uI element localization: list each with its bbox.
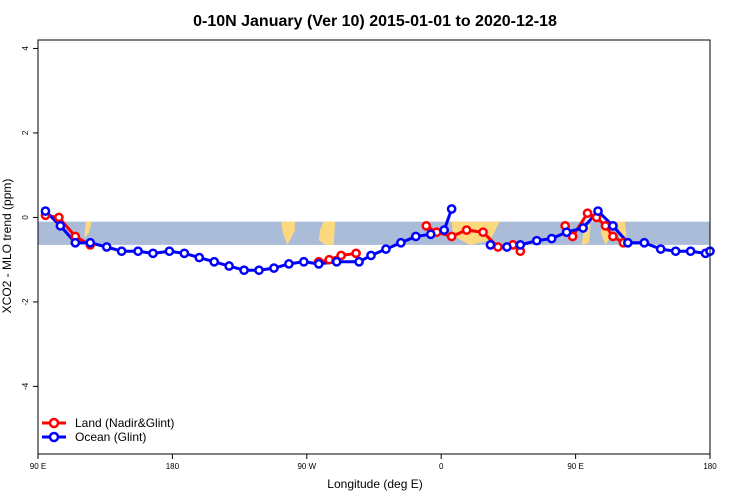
ocean-data-point bbox=[425, 229, 436, 240]
legend-ocean-marker bbox=[48, 431, 60, 443]
y-tick-label: -4 bbox=[21, 382, 30, 390]
ocean-data-point bbox=[133, 246, 143, 257]
y-axis: -4 -2 0 2 4 bbox=[21, 46, 38, 390]
x-tick-label: 90 E bbox=[567, 462, 583, 471]
land-data-point bbox=[600, 221, 611, 231]
ocean-data-point bbox=[331, 256, 342, 267]
ocean-data-point bbox=[164, 246, 175, 257]
ocean-data-point bbox=[224, 261, 234, 271]
land-data-point bbox=[54, 212, 64, 223]
ocean-data-point bbox=[396, 237, 406, 248]
ocean-data-point bbox=[608, 221, 618, 231]
ocean-data-point bbox=[179, 248, 190, 259]
legend: Land (Nadir&Glint)Ocean (Glint) bbox=[42, 416, 174, 444]
ocean-data-point bbox=[254, 265, 264, 276]
ocean-data-point bbox=[623, 237, 633, 248]
ocean-data-point bbox=[410, 231, 421, 242]
ocean-data-point bbox=[148, 248, 158, 259]
land-data-point bbox=[478, 227, 488, 238]
ocean-data-point bbox=[502, 242, 512, 252]
ocean-data-point bbox=[485, 240, 496, 250]
ocean-data-point bbox=[670, 246, 681, 257]
ocean-data-point bbox=[381, 244, 391, 254]
x-axis: 90 E 180 90 W 0 90 E 180 bbox=[30, 454, 717, 471]
x-axis-title: Longitude (deg E) bbox=[327, 477, 422, 491]
land-mass bbox=[581, 223, 591, 245]
ocean-data-point bbox=[116, 246, 127, 257]
y-tick-label: -2 bbox=[21, 298, 30, 306]
ocean-data-point bbox=[561, 227, 572, 238]
legend-land-marker bbox=[48, 417, 60, 429]
ocean-data-point bbox=[578, 223, 588, 233]
ocean-data-point bbox=[194, 252, 205, 263]
ocean-data-point bbox=[515, 240, 526, 250]
land-data-point bbox=[493, 242, 503, 252]
ocean-data-point bbox=[655, 244, 666, 254]
ocean-data-point bbox=[209, 256, 220, 267]
ocean-data-point bbox=[70, 237, 81, 248]
y-axis-title: XCO2 - MLO trend (ppm) bbox=[0, 179, 14, 314]
ocean-data-point bbox=[639, 237, 650, 248]
ocean-data-point bbox=[546, 233, 557, 244]
legend-land-label: Land (Nadir&Glint) bbox=[75, 416, 174, 430]
ocean-data-point bbox=[446, 204, 457, 214]
ocean-series-line bbox=[490, 209, 711, 255]
land-data-point bbox=[461, 225, 472, 235]
ocean-data-point bbox=[685, 246, 696, 257]
ocean-series-line bbox=[44, 208, 454, 272]
land-data-point bbox=[582, 208, 593, 219]
y-tick-label: 4 bbox=[21, 46, 30, 51]
x-tick-label: 180 bbox=[166, 462, 180, 471]
land-data-point bbox=[336, 250, 346, 261]
ocean-data-point bbox=[313, 259, 324, 269]
series-layer bbox=[40, 204, 715, 276]
ocean-data-point bbox=[439, 225, 450, 235]
ocean-data-point bbox=[55, 221, 66, 231]
ocean-data-point bbox=[40, 206, 51, 216]
ocean-data-point bbox=[354, 256, 364, 267]
x-tick-label: 180 bbox=[703, 462, 717, 471]
ocean-data-point bbox=[298, 256, 309, 267]
ocean-data-point bbox=[531, 235, 542, 246]
land-data-point bbox=[324, 254, 335, 265]
land-data-point bbox=[446, 231, 457, 242]
plot-frame bbox=[37, 39, 711, 455]
land-data-point bbox=[421, 221, 432, 231]
y-tick-label: 2 bbox=[21, 130, 30, 135]
land-mass bbox=[318, 221, 336, 245]
x-tick-label: 90 W bbox=[297, 462, 316, 471]
legend-ocean-label: Ocean (Glint) bbox=[75, 430, 146, 444]
x-tick-label: 0 bbox=[439, 462, 444, 471]
ocean-data-point bbox=[239, 265, 249, 276]
land-mass bbox=[281, 221, 295, 245]
ocean-data-point bbox=[101, 242, 112, 252]
land-data-point bbox=[608, 231, 618, 242]
ocean-data-point bbox=[593, 206, 603, 216]
ocean-data-point bbox=[269, 263, 279, 273]
x-tick-label: 90 E bbox=[30, 462, 46, 471]
chart-title: 0-10N January (Ver 10) 2015-01-01 to 202… bbox=[193, 13, 557, 30]
ocean-data-point bbox=[284, 259, 294, 269]
land-mass bbox=[84, 221, 92, 238]
ocean-data-point bbox=[85, 237, 96, 248]
ocean-data-point bbox=[366, 250, 376, 261]
land-data-point bbox=[351, 248, 361, 259]
land-mass bbox=[617, 221, 627, 241]
y-tick-label: 0 bbox=[21, 215, 30, 220]
